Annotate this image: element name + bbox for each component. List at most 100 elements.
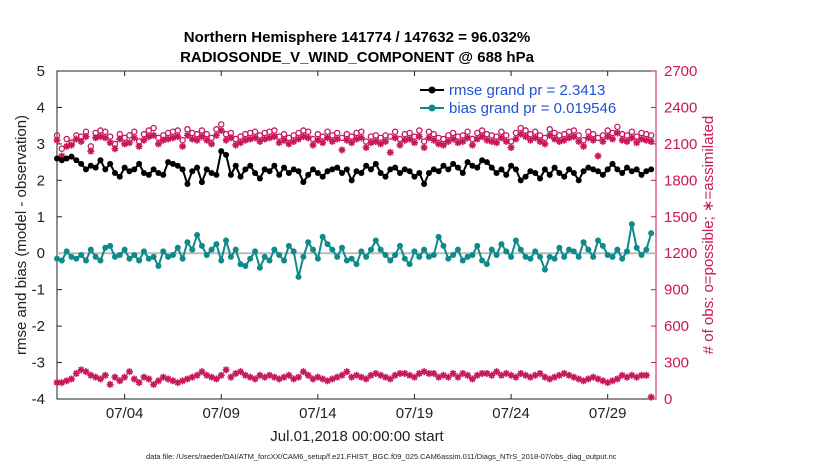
- bias-point: [68, 253, 75, 260]
- bias-point: [570, 248, 577, 255]
- y-tick-label-right: 300: [664, 355, 689, 372]
- assimilated-point: [241, 136, 249, 144]
- bias-point: [367, 246, 374, 253]
- rmse-point: [194, 164, 201, 171]
- bias-point: [396, 242, 403, 249]
- rmse-point: [174, 162, 181, 169]
- rmse-point: [517, 177, 524, 184]
- assimilated-point: [222, 136, 230, 144]
- y-tick-label-left: -2: [32, 318, 45, 335]
- y-tick-label-right: 1200: [664, 245, 697, 262]
- bottom-count-point: [357, 373, 365, 381]
- bottom-count-point: [483, 369, 491, 377]
- assimilated-point: [309, 141, 317, 149]
- rmse-point: [160, 171, 167, 178]
- assimilated-point: [285, 140, 293, 148]
- rmse-point: [401, 166, 408, 173]
- bias-point: [223, 237, 230, 244]
- rmse-point: [440, 162, 447, 169]
- bias-point: [638, 252, 645, 259]
- bias-point: [580, 239, 587, 246]
- bottom-count-point: [377, 371, 385, 379]
- assimilated-point: [217, 127, 225, 135]
- bottom-count-point: [449, 369, 457, 377]
- assimilated-point: [314, 136, 322, 144]
- bottom-count-point: [58, 379, 66, 387]
- assimilated-point: [121, 140, 129, 148]
- rmse-point: [242, 166, 249, 173]
- bottom-count-point: [154, 377, 162, 385]
- bias-point: [585, 246, 592, 253]
- rmse-point: [551, 164, 558, 171]
- rmse-point: [300, 179, 307, 186]
- rmse-point: [87, 162, 94, 169]
- bottom-count-point: [222, 366, 230, 374]
- rmse-point: [527, 168, 534, 175]
- legend: rmse grand pr = 2.3413 bias grand pr = 0…: [420, 82, 616, 117]
- rmse-point: [165, 159, 172, 166]
- assimilated-point: [526, 136, 534, 144]
- assimilated-point: [135, 142, 143, 150]
- assimilated-point: [53, 136, 61, 144]
- rmse-point: [648, 166, 655, 173]
- assimilated-point: [96, 133, 104, 141]
- bias-point: [329, 246, 336, 253]
- bottom-count-point: [237, 368, 245, 376]
- rmse-point: [633, 166, 640, 173]
- y-axis-label-right: # of obs: o=possible; ∗=assimilated: [700, 116, 717, 355]
- bottom-count-point: [502, 369, 510, 377]
- possible-point: [150, 124, 157, 132]
- bias-point: [319, 233, 326, 240]
- rmse-point: [329, 166, 336, 173]
- bottom-count-point: [536, 369, 544, 377]
- bottom-count-point: [594, 375, 602, 383]
- bias-point: [160, 248, 167, 255]
- bias-point: [348, 255, 355, 262]
- rmse-point: [541, 166, 548, 173]
- bottom-count-point: [638, 371, 646, 379]
- chart-subtitle: RADIOSONDE_V_WIND_COMPONENT @ 688 hPa: [180, 49, 535, 66]
- rmse-point: [532, 170, 539, 177]
- bias-point: [648, 230, 655, 237]
- bias-point: [102, 244, 109, 251]
- rmse-point: [218, 148, 225, 155]
- assimilated-point: [575, 137, 583, 145]
- assimilated-point: [497, 134, 505, 142]
- bias-point: [285, 242, 292, 249]
- rmse-point: [421, 180, 428, 187]
- assimilated-point: [502, 137, 510, 145]
- bottom-count-point: [464, 371, 472, 379]
- assimilated-point: [488, 137, 496, 145]
- assimilated-point: [604, 133, 612, 141]
- bottom-count-point: [391, 371, 399, 379]
- assimilated-point: [512, 135, 520, 143]
- bottom-count-point: [647, 393, 655, 401]
- bias-point: [198, 242, 205, 249]
- rmse-point: [493, 170, 500, 177]
- bottom-count-point: [324, 377, 332, 385]
- bottom-count-point: [82, 368, 90, 376]
- rmse-point: [121, 164, 128, 171]
- rmse-point: [203, 166, 210, 173]
- rmse-point: [155, 170, 162, 177]
- assimilated-point: [92, 134, 100, 142]
- rmse-point: [310, 166, 317, 173]
- rmse-point: [614, 166, 621, 173]
- rmse-point: [590, 166, 597, 173]
- bias-point: [290, 248, 297, 255]
- bottom-count-point: [526, 373, 534, 381]
- bottom-count-point: [522, 371, 530, 379]
- assimilated-point: [174, 133, 182, 141]
- bias-point: [609, 253, 616, 260]
- bias-point: [445, 255, 452, 262]
- bottom-count-point: [116, 377, 124, 385]
- rmse-point: [512, 166, 519, 173]
- bias-point: [97, 257, 104, 264]
- rmse-point: [324, 168, 331, 175]
- bias-point: [411, 248, 418, 255]
- rmse-point: [208, 170, 215, 177]
- rmse-point: [508, 162, 515, 169]
- rmse-point: [97, 157, 104, 164]
- bias-point: [169, 252, 176, 259]
- y-tick-label-left: 5: [37, 63, 45, 80]
